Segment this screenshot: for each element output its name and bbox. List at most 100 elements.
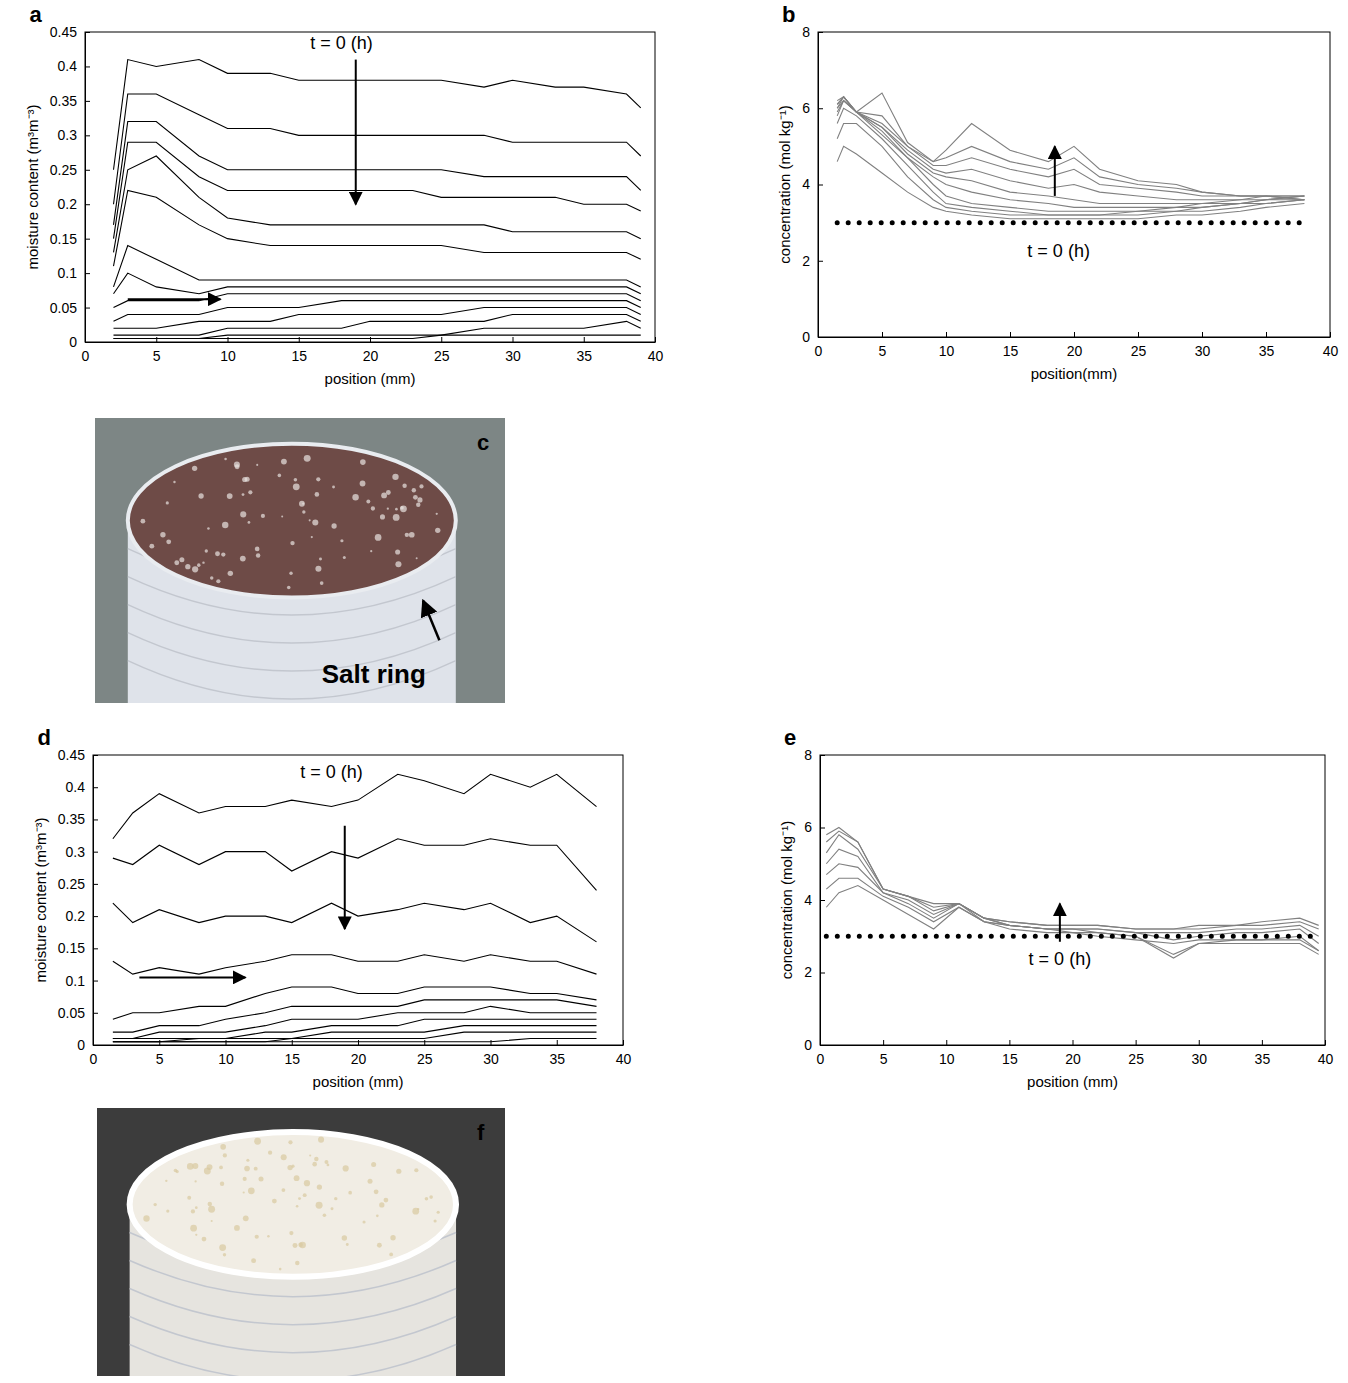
speckle: [254, 1138, 261, 1145]
speckle: [386, 490, 391, 495]
speckle: [390, 1235, 395, 1240]
y-axis: 00.050.10.150.20.250.30.350.40.45: [58, 747, 98, 1053]
speckle: [259, 1176, 264, 1181]
x-tick-mark: [946, 332, 947, 337]
speckle: [195, 1180, 197, 1182]
arrow: [355, 60, 357, 205]
speckle: [352, 494, 358, 500]
x-tick: 20: [1067, 332, 1083, 359]
speckle: [374, 1189, 379, 1194]
speckle: [377, 1243, 382, 1248]
speckle: [371, 506, 375, 510]
arrow: [128, 298, 221, 300]
x-tick-label: 5: [153, 348, 161, 364]
speckle: [228, 571, 233, 576]
speckle: [437, 1211, 440, 1214]
speckle: [173, 481, 175, 483]
arrow: [344, 826, 346, 929]
speckle: [293, 483, 300, 490]
y-tick-label: 0.45: [58, 747, 85, 763]
y-tick-label: 0.45: [50, 24, 77, 40]
y-tick-mark: [93, 916, 98, 917]
x-tick-label: 15: [1003, 343, 1019, 359]
x-tick: 20: [1065, 1040, 1081, 1067]
profile-line: [114, 301, 641, 322]
plot-area: [837, 93, 1304, 223]
speckle: [317, 1184, 322, 1189]
profile-line: [837, 101, 1304, 212]
x-axis: 0510152025303540: [817, 1040, 1334, 1067]
speckle: [208, 1206, 215, 1213]
y-tick: 0.25: [58, 876, 98, 892]
arrow: [423, 600, 439, 640]
x-tick-label: 0: [90, 1051, 98, 1067]
panel-label: b: [782, 2, 795, 27]
y-tick: 0.35: [50, 93, 90, 109]
speckle: [375, 534, 382, 541]
speckle: [315, 566, 321, 572]
x-tick-mark: [882, 332, 883, 337]
x-tick-mark: [1330, 332, 1331, 337]
speckle: [289, 1231, 293, 1235]
speckle: [219, 1244, 226, 1251]
y-tick: 2: [802, 253, 823, 269]
profile-line: [113, 987, 597, 1019]
y-tick-mark: [85, 66, 90, 67]
plot-frame: [820, 755, 1325, 1045]
y-tick: 0.15: [50, 231, 90, 247]
speckle: [324, 1160, 328, 1164]
speckle: [160, 532, 165, 537]
profile-line: [114, 156, 641, 252]
speckle: [293, 1243, 298, 1248]
x-tick-label: 35: [549, 1051, 565, 1067]
speckle: [395, 508, 398, 511]
x-tick: 15: [1002, 1040, 1018, 1067]
speckle: [393, 514, 400, 521]
profile-line: [113, 1006, 597, 1038]
speckle: [409, 532, 415, 538]
x-tick-label: 25: [1131, 343, 1147, 359]
speckle: [405, 533, 409, 537]
speckle: [309, 1154, 311, 1156]
figure: 051015202530354000.050.10.150.20.250.30.…: [0, 0, 1348, 1383]
y-tick: 4: [802, 176, 823, 192]
y-tick: 0.3: [66, 844, 98, 860]
y-tick-mark: [85, 101, 90, 102]
profile-line: [113, 1039, 597, 1042]
y-axis-title: moisture content (m³m⁻³): [32, 817, 49, 982]
x-tick-label: 20: [1065, 1051, 1081, 1067]
x-tick-label: 35: [576, 348, 592, 364]
profile-line: [113, 774, 597, 838]
speckle: [240, 556, 246, 562]
speckle: [279, 1268, 282, 1271]
y-tick-mark: [93, 1045, 98, 1046]
profile-line: [114, 246, 641, 287]
speckle: [190, 1225, 197, 1232]
panel-label: a: [30, 2, 43, 27]
y-tick-label: 0.1: [66, 973, 86, 989]
annotation: t = 0 (h): [1027, 241, 1090, 261]
profile-line: [114, 190, 641, 266]
speckle: [416, 503, 420, 507]
speckle: [334, 1197, 337, 1200]
x-tick: 5: [879, 332, 887, 359]
speckle: [294, 1175, 300, 1181]
speckle: [149, 544, 154, 549]
photo: cSalt ring: [95, 418, 505, 806]
speckle: [298, 1197, 301, 1200]
x-tick-mark: [1202, 332, 1203, 337]
y-tick-mark: [85, 342, 90, 343]
speckle: [166, 1210, 169, 1213]
y-tick-mark: [820, 900, 825, 901]
y-tick-label: 0: [804, 1037, 812, 1053]
speckle: [278, 474, 282, 478]
speckle: [245, 477, 250, 482]
x-tick-label: 30: [1191, 1051, 1207, 1067]
x-tick: 30: [1195, 332, 1211, 359]
speckle: [195, 1234, 197, 1236]
profile-line: [113, 903, 597, 942]
speckle: [215, 551, 220, 556]
speckle: [208, 1202, 212, 1206]
x-tick: 30: [505, 337, 521, 364]
speckle: [261, 514, 265, 518]
